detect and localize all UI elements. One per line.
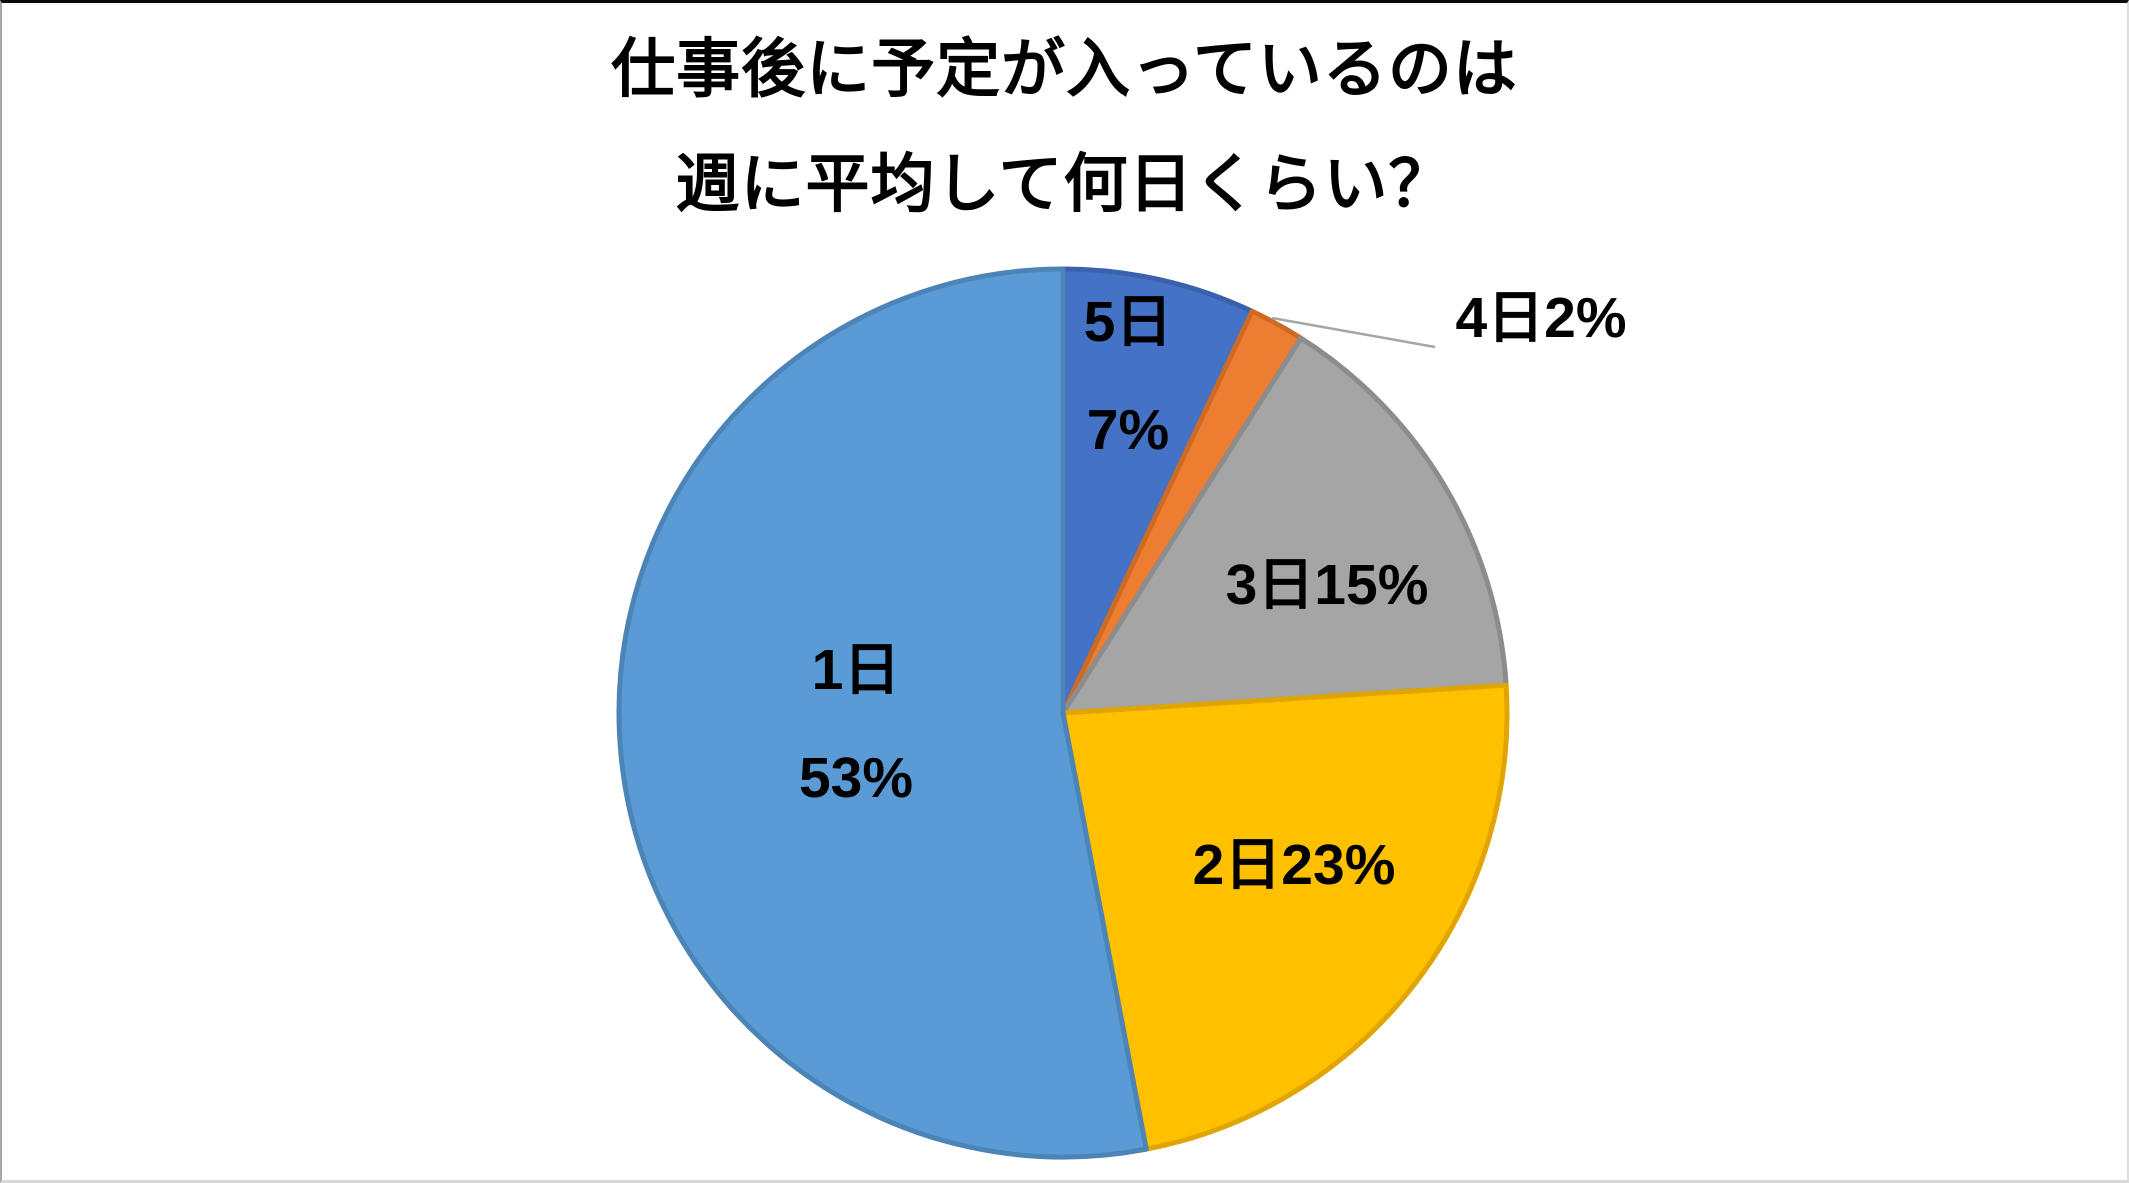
data-label-2日: 2日23% bbox=[1193, 811, 1396, 919]
pie-slice-3日 bbox=[1060, 335, 1509, 716]
leader-line-4日 bbox=[1271, 316, 1436, 349]
data-label-1日-line1: 1日 bbox=[811, 638, 901, 702]
chart-title-line1: 仕事後に予定が入っているのは bbox=[611, 33, 1518, 105]
pie-slice-5日 bbox=[1060, 266, 1255, 716]
pie-slice-2日 bbox=[1060, 682, 1510, 1152]
chart-title-line2: 週に平均して何日くらい？ bbox=[675, 148, 1454, 220]
data-label-4日-line1: 4日2% bbox=[1455, 286, 1627, 350]
data-label-3日: 3日15% bbox=[1226, 531, 1429, 639]
data-label-2日-line1: 2日23% bbox=[1192, 833, 1396, 897]
pie-slice-1日 bbox=[616, 266, 1149, 1160]
data-label-5日-line2: 7% bbox=[1086, 398, 1170, 462]
data-label-5日-line1: 5日 bbox=[1083, 290, 1173, 354]
data-label-3日-line1: 3日15% bbox=[1225, 553, 1429, 617]
data-label-1日: 1日 53% bbox=[799, 616, 913, 832]
data-label-1日-line2: 53% bbox=[798, 746, 914, 810]
data-label-5日: 5日 7% bbox=[1084, 268, 1173, 484]
data-label-4日: 4日2% bbox=[1455, 264, 1626, 372]
chart-title: 仕事後に予定が入っているのは 週に平均して何日くらい？ bbox=[0, 12, 2129, 242]
